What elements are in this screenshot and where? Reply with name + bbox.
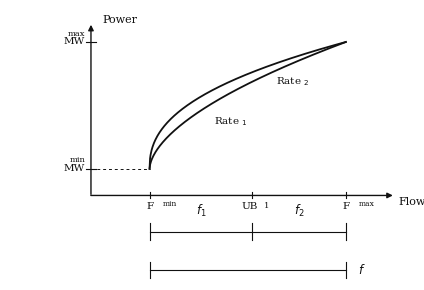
- Text: $f$: $f$: [357, 263, 365, 277]
- Text: F: F: [342, 202, 349, 211]
- Text: Power: Power: [103, 15, 138, 25]
- Text: Rate $_{2}$: Rate $_{2}$: [276, 76, 309, 88]
- Text: $f_2$: $f_2$: [294, 202, 304, 219]
- Text: max: max: [359, 200, 375, 208]
- Text: min: min: [69, 156, 85, 164]
- Text: max: max: [67, 30, 85, 38]
- Text: $f_1$: $f_1$: [195, 202, 206, 219]
- Text: MW: MW: [64, 37, 85, 46]
- Text: Flow: Flow: [399, 197, 424, 207]
- Text: MW: MW: [64, 164, 85, 173]
- Text: Rate $_{1}$: Rate $_{1}$: [214, 116, 248, 128]
- Text: F: F: [146, 202, 153, 211]
- Text: 1: 1: [264, 202, 269, 210]
- Text: UB: UB: [241, 202, 257, 211]
- Text: min: min: [163, 200, 177, 208]
